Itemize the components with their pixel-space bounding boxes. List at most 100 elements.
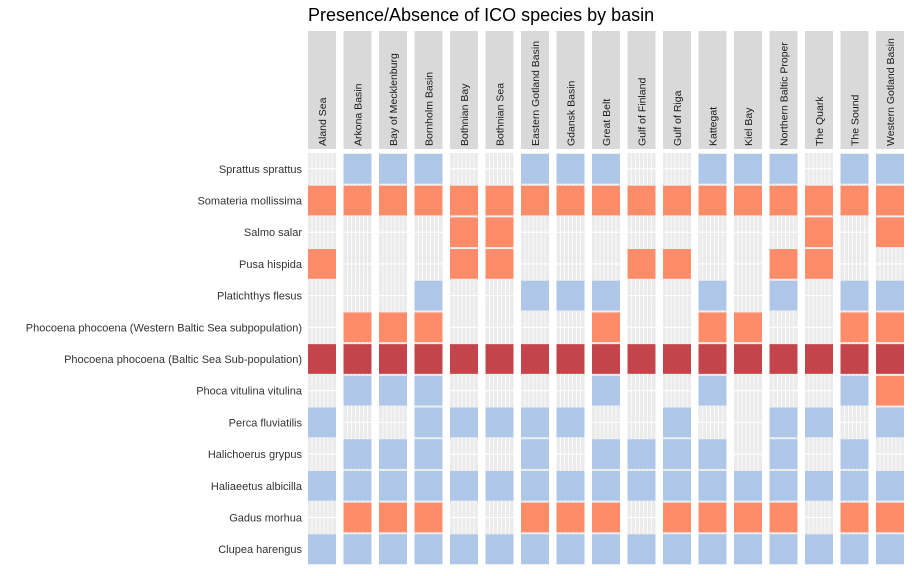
species-label: Phocoena phocoena (Western Baltic Sea su… — [26, 322, 302, 334]
presence-cell — [734, 154, 762, 184]
basin-label: Aland Sea — [317, 97, 329, 146]
basin-label: Gdansk Basin — [566, 80, 578, 146]
presence-cell — [485, 534, 514, 564]
presence-cell — [698, 470, 727, 501]
presence-cell — [876, 312, 904, 343]
presence-cell — [663, 407, 691, 438]
presence-cell — [734, 470, 762, 501]
basin-panel — [379, 153, 407, 565]
presence-cell — [485, 185, 514, 216]
presence-cell — [698, 344, 727, 374]
presence-cell — [769, 154, 798, 184]
presence-cell — [556, 280, 585, 311]
presence-cell — [379, 154, 407, 184]
species-label: Sprattus sprattus — [219, 164, 303, 176]
presence-cell — [521, 407, 549, 438]
basin-strip — [343, 31, 372, 149]
presence-cell — [592, 375, 620, 406]
presence-cell — [450, 249, 478, 279]
presence-cell — [840, 502, 869, 533]
presence-cell — [414, 375, 443, 406]
presence-cell — [379, 185, 407, 216]
species-label: Platichthys flesus — [217, 291, 302, 303]
basin-panel — [521, 153, 549, 565]
presence-cell — [521, 185, 549, 216]
basin-strip — [840, 31, 869, 149]
basin-label: Eastern Gotland Basin — [530, 41, 542, 146]
presence-cell — [698, 375, 727, 406]
basin-label: Bothnian Sea — [495, 83, 507, 146]
presence-cell — [343, 185, 372, 216]
basin-strip — [805, 31, 833, 149]
basin-label: Bay of Mecklenburg — [388, 53, 400, 146]
basin-label: Western Gotland Basin — [885, 38, 897, 146]
presence-cell — [592, 470, 620, 501]
basin-label: Bornholm Basin — [424, 72, 436, 146]
basin-strip — [379, 31, 407, 149]
presence-cell — [343, 154, 372, 184]
presence-cell — [592, 185, 620, 216]
presence-cell — [805, 407, 833, 438]
presence-cell — [308, 344, 336, 374]
basin-strip — [308, 31, 336, 149]
presence-cell — [840, 280, 869, 311]
presence-cell — [556, 407, 585, 438]
presence-cell — [698, 185, 727, 216]
presence-cell — [840, 185, 869, 216]
species-label: Phoca vitulina vitulina — [196, 386, 303, 398]
presence-cell — [343, 502, 372, 533]
basin-label: The Quark — [814, 96, 826, 146]
presence-cell — [698, 312, 727, 343]
presence-cell — [592, 312, 620, 343]
presence-cell — [414, 344, 443, 374]
presence-cell — [414, 280, 443, 311]
basin-panel — [698, 153, 727, 565]
basin-strip — [485, 31, 514, 149]
basin-panel — [556, 153, 585, 565]
species-label: Salmo salar — [244, 227, 302, 239]
basin-panel — [592, 153, 620, 565]
basin-strips: Aland Sea Arkona Basin Bay of Mecklenburg B… — [308, 31, 904, 149]
presence-cell — [876, 185, 904, 216]
presence-cell — [414, 407, 443, 438]
basin-panel — [485, 153, 514, 565]
presence-cell — [556, 534, 585, 564]
presence-cell — [379, 439, 407, 469]
presence-cell — [876, 534, 904, 564]
presence-cell — [769, 185, 798, 216]
presence-cell — [379, 375, 407, 406]
presence-cell — [840, 344, 869, 374]
presence-cell — [450, 185, 478, 216]
presence-cell — [876, 280, 904, 311]
presence-cell — [805, 185, 833, 216]
presence-cell — [308, 407, 336, 438]
presence-cell — [414, 154, 443, 184]
presence-cell — [876, 502, 904, 533]
presence-cell — [521, 439, 549, 469]
basin-panel — [876, 153, 904, 565]
presence-cell — [414, 312, 443, 343]
presence-cell — [840, 534, 869, 564]
basin-panel — [734, 153, 762, 565]
presence-cell — [379, 312, 407, 343]
basin-label: Gulf of Finland — [637, 78, 649, 146]
presence-cell — [734, 185, 762, 216]
presence-cell — [556, 470, 585, 501]
presence-cell — [450, 470, 478, 501]
presence-cell — [840, 312, 869, 343]
species-label: Phocoena phocoena (Baltic Sea Sub-popula… — [64, 354, 302, 366]
presence-cell — [521, 154, 549, 184]
presence-cell — [521, 502, 549, 533]
presence-cell — [627, 344, 656, 374]
basin-panel — [840, 153, 869, 565]
presence-cell — [805, 470, 833, 501]
presence-cell — [592, 534, 620, 564]
basin-panel — [414, 153, 443, 565]
presence-cell — [379, 470, 407, 501]
basin-label: Kiel Bay — [743, 107, 755, 146]
basin-label: Gulf of Riga — [672, 90, 684, 146]
presence-cell — [343, 344, 372, 374]
presence-cell — [876, 154, 904, 184]
basin-panel — [308, 153, 336, 565]
presence-cell — [734, 344, 762, 374]
